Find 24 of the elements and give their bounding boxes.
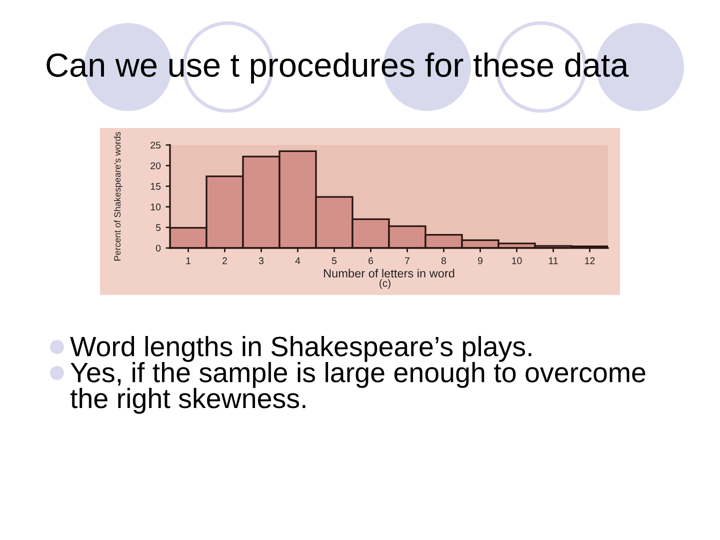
x-tick-label: 8 [441, 257, 446, 264]
x-tick-label: 7 [405, 257, 410, 264]
y-tick-label: 25 [150, 142, 161, 149]
y-tick-label: 5 [156, 224, 161, 232]
y-axis-title: Percent of Shakespeare's words [114, 132, 122, 261]
x-tick-label: 6 [368, 257, 374, 264]
y-tick-label: 0 [156, 244, 161, 252]
x-tick-label: 9 [478, 257, 482, 264]
x-axis-title: Number of letters in word [324, 268, 454, 278]
x-tick-label: 2 [222, 257, 227, 264]
y-tick-label: 10 [150, 204, 161, 210]
x-tick-label: 5 [332, 257, 337, 264]
text: Word lengths in Shakespeare’s plays. [70, 336, 532, 362]
chart-title: Can we use t procedures for these data [46, 52, 629, 84]
x-tick-label: 12 [585, 257, 595, 264]
x-tick-label: 1 [186, 257, 190, 264]
x-tick-label: 10 [512, 257, 522, 264]
x-tick-label: 11 [548, 257, 558, 264]
text: (c) [380, 279, 390, 289]
text: Yes, if the sample is large enough to overcome the right skewness. [70, 362, 646, 414]
y-tick-label: 20 [150, 162, 161, 170]
x-tick-label: 3 [258, 257, 264, 264]
x-tick-label: 4 [295, 257, 300, 264]
y-tick-label: 15 [150, 183, 161, 190]
